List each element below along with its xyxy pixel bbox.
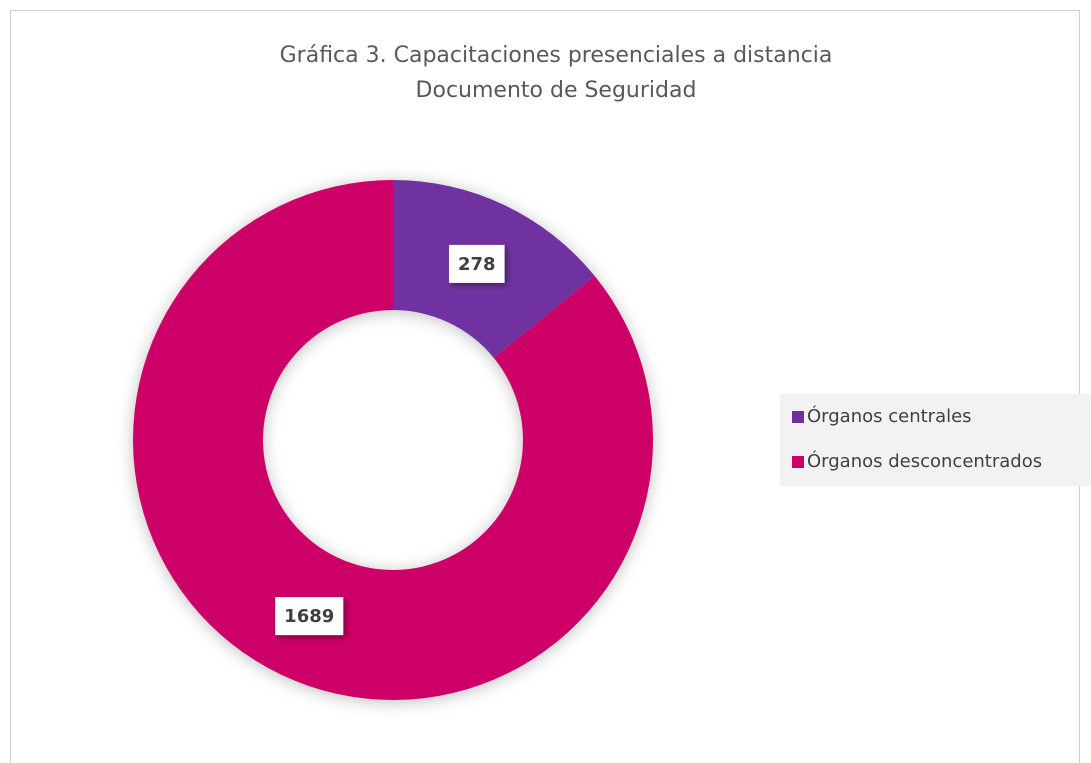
- data-label: 1689: [275, 597, 344, 636]
- data-label-text: 1689: [284, 606, 334, 627]
- legend-label: Órganos desconcentrados: [807, 450, 1042, 472]
- legend-swatch: [792, 411, 804, 423]
- legend-swatch: [792, 456, 804, 468]
- chart-subtitle: Documento de Seguridad: [416, 78, 697, 103]
- chart-border: [10, 10, 1080, 763]
- legend-label: Órganos centrales: [807, 405, 972, 427]
- donut-slice: [133, 180, 653, 700]
- data-label-text: 278: [458, 254, 496, 275]
- data-label-box: [448, 244, 505, 283]
- legend-box: [780, 394, 1090, 486]
- chart-title: Gráfica 3. Capacitaciones presenciales a…: [280, 43, 833, 68]
- data-label-box: [275, 597, 344, 636]
- data-label: 278: [448, 244, 505, 283]
- labels: 278 1689: [275, 244, 505, 636]
- donut: [133, 180, 653, 700]
